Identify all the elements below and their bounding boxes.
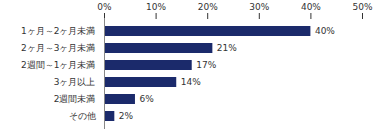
svg-text:30%: 30% [249, 2, 269, 12]
svg-text:40%: 40% [315, 26, 335, 36]
svg-text:3ヶ月以上: 3ヶ月以上 [54, 77, 96, 87]
svg-text:20%: 20% [198, 2, 218, 12]
svg-text:6%: 6% [139, 94, 154, 104]
svg-text:17%: 17% [196, 60, 216, 70]
svg-text:その他: その他 [69, 111, 96, 121]
svg-text:2ヶ月～3ヶ月未満: 2ヶ月～3ヶ月未満 [21, 43, 95, 53]
svg-text:21%: 21% [217, 43, 237, 53]
svg-text:1ヶ月～2ヶ月未満: 1ヶ月～2ヶ月未満 [21, 26, 95, 36]
svg-text:50%: 50% [352, 2, 372, 12]
svg-text:2%: 2% [119, 111, 134, 121]
svg-text:40%: 40% [301, 2, 321, 12]
svg-text:14%: 14% [181, 77, 201, 87]
svg-text:2週間未満: 2週間未満 [54, 94, 96, 104]
svg-text:2週間～1ヶ月未満: 2週間～1ヶ月未満 [21, 60, 95, 70]
svg-text:10%: 10% [146, 2, 166, 12]
svg-text:0%: 0% [97, 2, 112, 12]
